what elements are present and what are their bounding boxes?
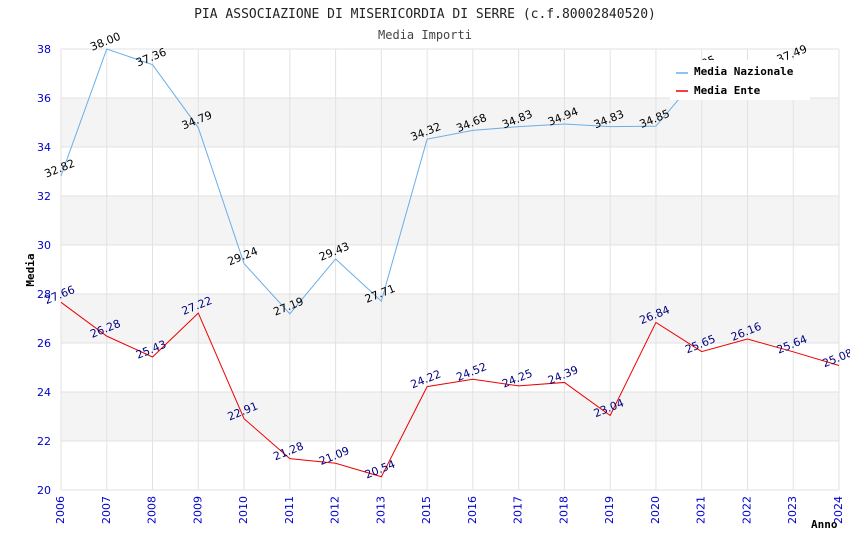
grid-lines [60, 48, 840, 491]
x-tick-label: 2008 [146, 496, 159, 524]
x-tick-label: 2011 [283, 496, 296, 524]
data-label-ente: 25.08 [821, 346, 850, 370]
y-tick-label: 28 [37, 288, 51, 301]
grid-bands [61, 98, 839, 441]
y-tick-label: 38 [37, 43, 51, 56]
x-tick-label: 2023 [786, 496, 799, 524]
data-label-nazionale: 38.00 [88, 30, 122, 54]
data-label-ente: 20.54 [363, 458, 397, 482]
legend-box [670, 60, 810, 100]
x-tick-label: 2015 [420, 496, 433, 524]
x-tick-label: 2018 [557, 496, 570, 524]
series-line-ente [60, 301, 840, 478]
legend-label-ente: Media Ente [694, 84, 761, 97]
y-tick-label: 34 [37, 141, 51, 154]
data-label-nazionale: 29.24 [226, 244, 260, 268]
grid-band [61, 294, 839, 343]
x-tick-label: 2009 [191, 496, 204, 524]
x-tick-label: 2020 [649, 496, 662, 524]
grid-band [61, 392, 839, 441]
y-tick-label: 20 [37, 484, 51, 497]
data-label-ente: 24.25 [500, 367, 534, 391]
data-label-ente: 21.09 [317, 444, 351, 468]
y-tick-label: 32 [37, 190, 51, 203]
data-label-nazionale: 32.82 [43, 157, 77, 181]
x-tick-label: 2010 [237, 496, 250, 524]
grid-band [61, 98, 839, 147]
legend-label-nazionale: Media Nazionale [694, 65, 794, 78]
x-tick-label: 2022 [740, 496, 753, 524]
y-tick-label: 22 [37, 435, 51, 448]
y-axis-label: Media [24, 253, 37, 286]
y-tick-label: 26 [37, 337, 51, 350]
series-layer [60, 49, 840, 478]
data-label-ente: 24.22 [409, 367, 443, 391]
x-tick-label: 2024 [832, 496, 845, 524]
y-tick-label: 24 [37, 386, 51, 399]
chart-title: PIA ASSOCIAZIONE DI MISERICORDIA DI SERR… [194, 7, 656, 22]
x-tick-label: 2019 [603, 496, 616, 524]
x-tick-label: 2007 [100, 496, 113, 524]
x-axis-label: Anno [811, 518, 838, 531]
y-tick-label: 30 [37, 239, 51, 252]
x-tick-label: 2016 [466, 496, 479, 524]
x-tick-label: 2012 [329, 496, 342, 524]
chart-subtitle: Media Importi [378, 28, 472, 42]
data-label-ente: 24.39 [546, 363, 580, 387]
legend: Media Nazionale Media Ente [670, 60, 810, 100]
x-tick-label: 2017 [512, 496, 525, 524]
y-tick-label: 36 [37, 92, 51, 105]
x-tick-label: 2021 [695, 496, 708, 524]
x-tick-label: 2006 [54, 496, 67, 524]
grid-band [61, 196, 839, 245]
x-tick-label: 2013 [374, 496, 387, 524]
